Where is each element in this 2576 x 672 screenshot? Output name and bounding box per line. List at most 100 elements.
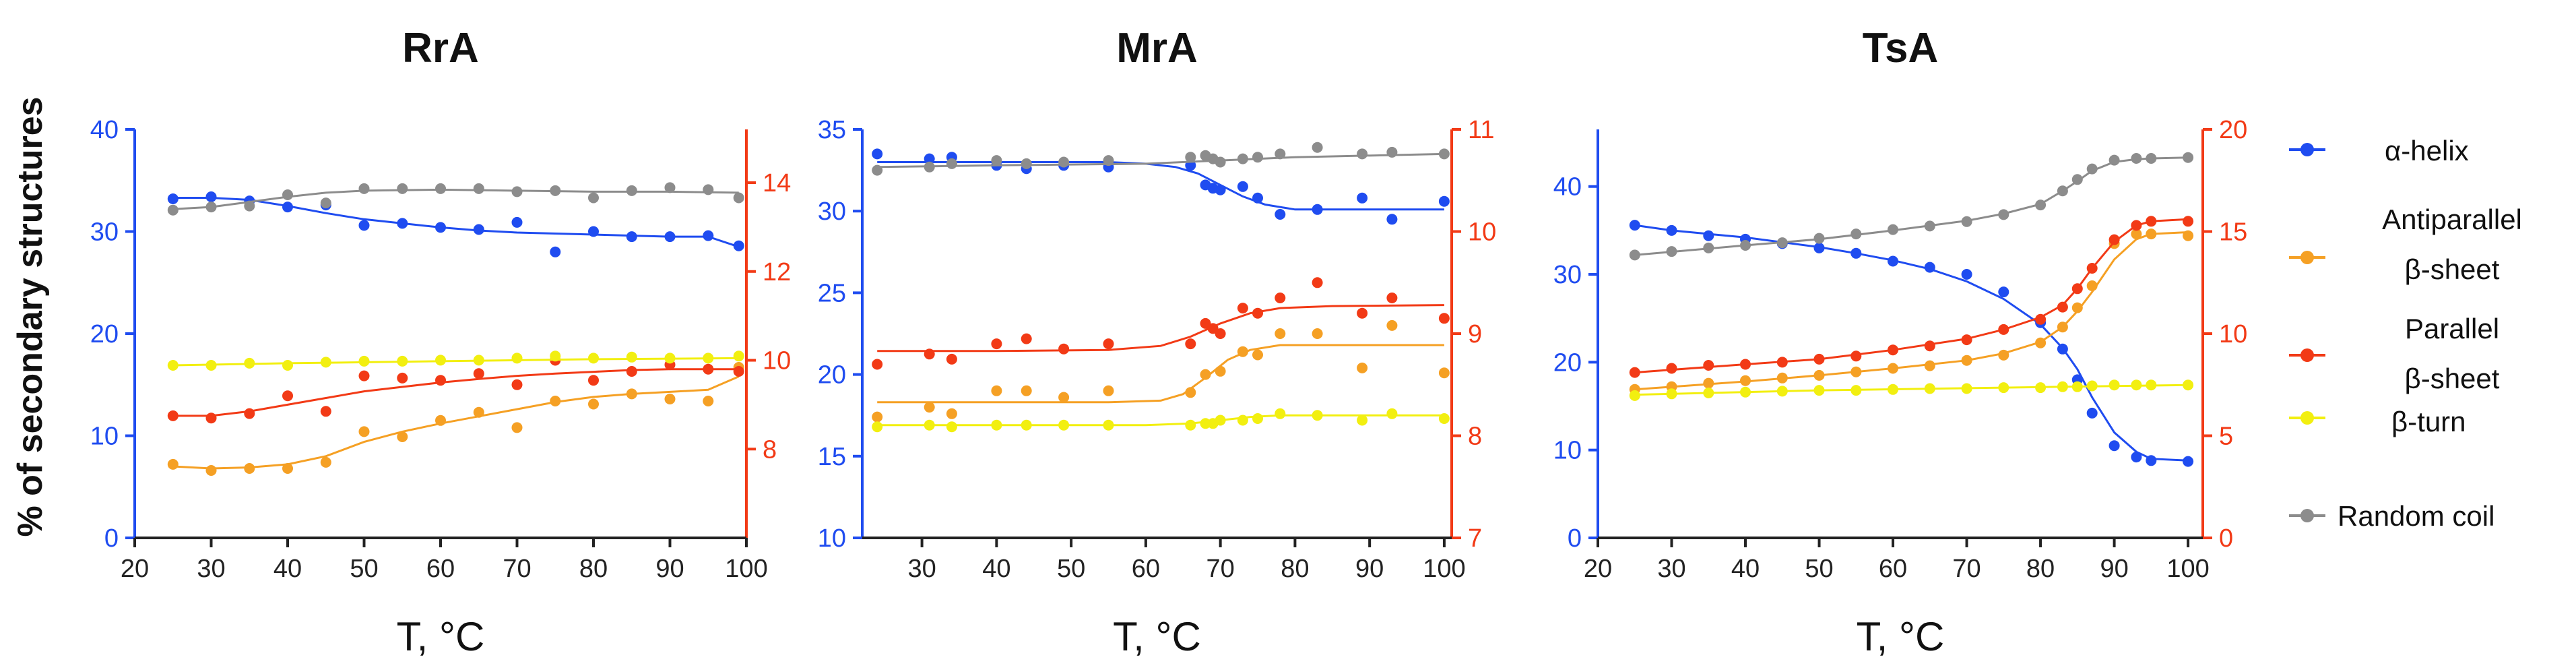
data-point [435,355,446,366]
fit-line [1634,384,2189,396]
data-point [550,185,561,196]
data-point [588,375,599,386]
data-point [550,246,561,257]
data-point [2146,216,2157,227]
data-point [1776,386,1788,397]
data-point [1386,408,1398,419]
data-point [1185,419,1196,431]
data-point [1215,415,1226,426]
data-point [1924,383,1935,394]
data-point [1924,220,1935,232]
data-point [205,465,217,476]
data-point [1850,350,1862,362]
data-point [397,218,408,229]
data-point [511,186,523,197]
data-point [167,193,179,204]
data-point [1776,372,1788,384]
data-point [664,394,676,404]
y-axis-label: % of secondary structures [11,96,50,537]
data-point [2086,407,2098,419]
data-point [1629,367,1640,378]
data-point [1961,269,1972,280]
right-tick-label: 8 [1468,423,1482,451]
right-tick-label: 14 [763,169,791,197]
data-point [872,421,883,433]
data-point [205,191,217,202]
x-tick-label: 80 [579,555,608,583]
data-point [358,426,370,437]
data-point [626,231,637,243]
data-point [1058,156,1070,168]
left-tick-label: 20 [818,361,846,390]
legend-marker-dot [2300,143,2314,156]
data-point [167,458,179,470]
data-point [1961,334,1972,346]
fit-line [1634,231,2189,391]
legend-item-antiparallel-beta-sheet: Antiparallel β-sheet [2289,204,2522,285]
data-point [2131,220,2142,231]
data-point [664,231,676,243]
data-point [733,240,744,251]
panel-rra: RrA 0 10 20 30 40 8 10 12 14 20 30 40 50 60 70 80 90 100 T,… [90,25,792,659]
data-point [1924,360,1935,371]
legend-label-line: Parallel [2405,313,2499,344]
series-random-coil [1629,152,2194,261]
data-point [991,419,1002,431]
panel-tsa: TsA 0 10 20 30 40 0 5 10 15 20 20 30 40 50 60 70 80 90 100 T… [1553,25,2248,659]
data-point [1666,246,1677,257]
data-point [435,222,446,233]
data-point [2131,452,2142,463]
series-antiparallel-beta-sheet [1629,228,2194,395]
data-point [1357,148,1368,160]
data-point [1776,357,1788,368]
data-point [1185,152,1196,163]
series-parallel-beta-sheet [1629,216,2194,378]
data-point [205,360,217,371]
right-tick-label: 10 [2219,320,2247,348]
data-point [1740,240,1751,251]
fit-line [172,188,739,210]
right-tick-label: 7 [1468,524,1482,553]
fit-line [877,304,1444,353]
left-tick-label: 0 [104,524,119,553]
data-point [1021,385,1032,396]
data-point [1275,408,1286,419]
data-point [282,360,293,371]
data-point [991,385,1002,396]
data-point [2183,456,2194,467]
x-tick-label: 90 [1355,555,1384,583]
data-point [872,148,883,160]
series-beta-turn [872,408,1450,433]
series-beta-turn [1629,379,2194,401]
data-point [1200,418,1211,429]
data-point [1386,319,1398,331]
left-tick-label: 30 [90,218,119,247]
data-point [511,216,523,228]
data-point [1312,204,1323,215]
data-point [1438,367,1450,379]
legend-label: β-turn [2391,406,2466,437]
data-point [733,366,744,377]
data-point [1357,362,1368,373]
data-point [2131,379,2142,391]
x-tick-label: 20 [1584,555,1612,583]
data-point [946,353,957,365]
data-point [1998,382,2009,394]
data-point [320,197,331,209]
data-point [626,351,637,363]
data-point [397,431,408,442]
data-point [2035,200,2047,211]
data-point [2086,263,2098,274]
data-point [1103,338,1114,350]
x-tick-label: 30 [197,555,225,583]
data-point [167,410,179,421]
data-point [1252,307,1263,319]
data-point [473,183,484,194]
data-point [1813,369,1825,381]
data-point [1813,233,1825,244]
data-point [320,456,331,468]
data-point [1438,413,1450,424]
data-point [435,415,446,426]
data-point [1185,338,1196,350]
data-point [1998,209,2009,220]
